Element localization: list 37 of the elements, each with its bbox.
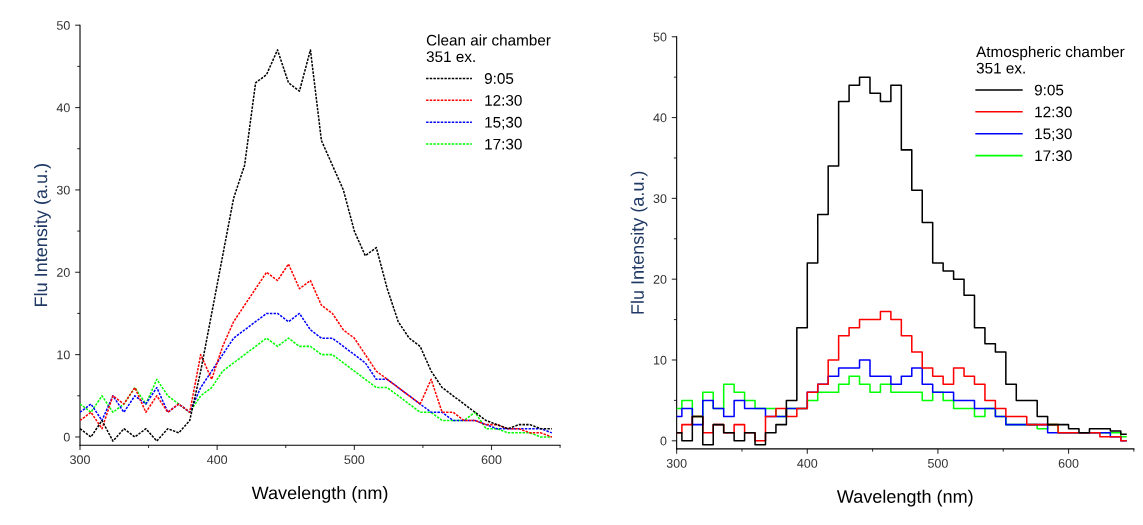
- y-tick-label: 50: [653, 32, 667, 42]
- line-series: [80, 263, 553, 438]
- legend-title: Atmospheric chamber 351 ex.: [976, 45, 1125, 74]
- x-axis-title: Wavelength (nm): [251, 486, 388, 503]
- x-tick-label: 300: [70, 455, 90, 465]
- legend-label: 9:05: [484, 73, 514, 84]
- legend-label: 12:30: [485, 94, 522, 106]
- x-tick-label: 400: [207, 455, 228, 465]
- x-tick-label: 600: [1058, 458, 1079, 468]
- x-tick-label: 500: [344, 455, 365, 465]
- y-axis-title: Flu Intensity (a.u.): [34, 164, 51, 306]
- y-tick-label: 0: [63, 432, 70, 442]
- y-tick-label: 0: [660, 436, 667, 446]
- y-tick-label: 20: [57, 268, 70, 277]
- line-series: [80, 337, 553, 438]
- y-tick-label: 40: [653, 113, 667, 123]
- legend-label: 15;30: [1035, 128, 1072, 142]
- legend-label: 17:30: [485, 138, 522, 150]
- x-axis-title: Wavelength (nm): [836, 489, 973, 507]
- legend-label: 12:30: [1035, 106, 1072, 118]
- x-tick-label: 400: [797, 458, 818, 468]
- legend-label: 9:05: [1034, 84, 1064, 96]
- line-series: [80, 312, 553, 434]
- y-tick-label: 30: [653, 194, 667, 204]
- x-tick-label: 500: [927, 458, 948, 468]
- legend-label: 17:30: [1035, 150, 1072, 162]
- x-tick-label: 300: [666, 458, 687, 468]
- legend-label: 15;30: [485, 116, 522, 130]
- y-tick-label: 10: [57, 350, 70, 360]
- y-tick-label: 40: [56, 103, 70, 113]
- y-axis-title: Flu Intensity (a.u.): [630, 171, 648, 314]
- x-tick-label: 600: [481, 455, 502, 465]
- y-tick-label: 30: [56, 185, 70, 195]
- y-tick-label: 10: [653, 355, 667, 365]
- y-tick-label: 20: [653, 274, 667, 284]
- legend-title: Clean air chamber 351 ex.: [426, 34, 551, 63]
- y-tick-label: 50: [56, 21, 70, 30]
